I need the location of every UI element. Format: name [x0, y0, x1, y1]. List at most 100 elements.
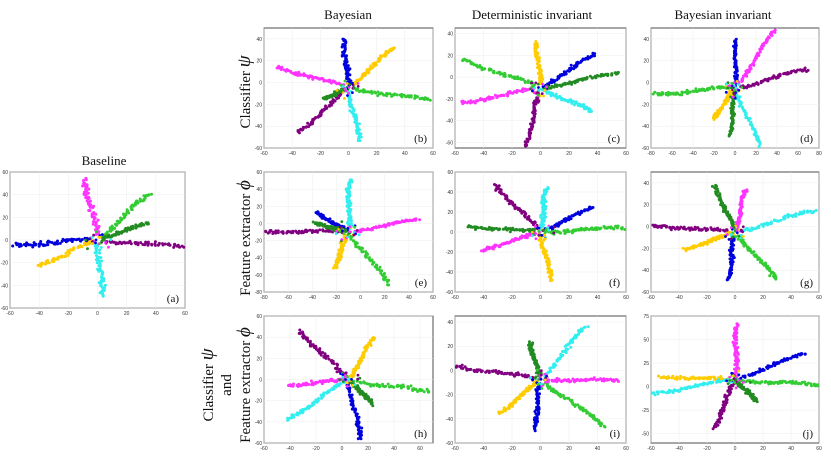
scatter-point — [96, 218, 100, 222]
scatter-point — [542, 94, 545, 98]
scatter-point — [461, 99, 465, 103]
x-tick-label: 40 — [406, 295, 412, 301]
scatter-point — [101, 279, 104, 283]
scatter-point — [521, 393, 524, 397]
x-tick-label: -40 — [675, 446, 682, 452]
scatter-point — [46, 243, 50, 247]
scatter-point — [740, 205, 744, 209]
scatter-point — [401, 383, 405, 387]
cluster-class-0 — [460, 86, 536, 106]
scatter-point — [352, 86, 356, 90]
scatter-point — [533, 227, 537, 231]
x-tick-label: 20 — [382, 295, 388, 301]
scatter-point — [297, 331, 301, 335]
scatter-point — [505, 92, 509, 96]
cluster-class-3 — [523, 90, 541, 148]
scatter-point — [730, 81, 734, 85]
scatter-point — [357, 233, 361, 237]
column-title-deterministic-invariant: Deterministic invariant — [472, 7, 593, 22]
scatter-point — [543, 237, 547, 241]
scatter-point — [515, 91, 519, 94]
scatter-point — [356, 84, 360, 88]
panel-label: (a) — [167, 293, 180, 305]
x-tick-label: 0 — [734, 446, 737, 452]
x-tick-label: -40 — [289, 151, 296, 157]
scatter-point — [91, 222, 95, 226]
x-tick-label: -20 — [508, 446, 515, 452]
cluster-class-6 — [545, 70, 620, 90]
scatter-point — [176, 244, 180, 248]
scatter-point — [756, 82, 760, 86]
scatter-point — [552, 225, 556, 229]
x-tick-label: -40 — [480, 151, 487, 157]
scatter-point — [753, 128, 757, 132]
x-tick-label: -20 — [508, 295, 515, 301]
scatter-point — [546, 379, 550, 383]
scatter-point — [526, 215, 530, 219]
scatter-point — [531, 234, 534, 238]
scatter-point — [347, 91, 350, 95]
y-tick-label: 0 — [259, 378, 262, 384]
y-tick-label: -40 — [642, 268, 649, 274]
scatter-point — [490, 369, 494, 373]
scatter-point — [385, 91, 389, 95]
scatter-point — [370, 91, 374, 95]
scatter-point — [576, 210, 580, 214]
scatter-point — [542, 229, 545, 232]
scatter-point — [802, 210, 806, 214]
scatter-point — [518, 235, 522, 239]
scatter-point — [773, 28, 777, 32]
scatter-point — [101, 233, 104, 236]
scatter-point — [540, 74, 544, 78]
scatter-point — [359, 89, 363, 93]
scatter-point — [729, 237, 733, 241]
scatter-point — [530, 81, 533, 85]
scatter-point — [596, 378, 600, 381]
scatter-point — [101, 294, 105, 298]
scatter-point — [554, 92, 558, 96]
row-label-feature-extractor-2: Feature extractor ϕ — [234, 327, 255, 443]
scatter-point — [527, 128, 531, 132]
scatter-point — [172, 245, 176, 249]
scatter-point — [360, 250, 364, 254]
scatter-point — [519, 76, 522, 80]
scatter-point — [369, 258, 373, 262]
scatter-point — [182, 245, 186, 249]
scatter-point — [335, 366, 339, 370]
scatter-point — [276, 231, 280, 235]
scatter-point — [536, 368, 539, 372]
scatter-point — [543, 372, 547, 376]
scatter-point — [495, 71, 499, 75]
x-tick-label: 60 — [623, 151, 629, 157]
scatter-point — [741, 225, 745, 229]
scatter-point — [105, 230, 109, 234]
scatter-point — [354, 243, 358, 247]
scatter-point — [318, 111, 322, 115]
scatter-point — [355, 88, 359, 92]
scatter-point — [313, 116, 317, 120]
scatter-point — [610, 72, 614, 76]
scatter-point — [129, 242, 133, 246]
scatter-point — [280, 230, 284, 234]
scatter-point — [358, 392, 362, 396]
scatter-point — [737, 88, 741, 92]
y-tick-label: -20 — [642, 246, 649, 252]
scatter-point — [728, 84, 731, 88]
scatter-point — [723, 100, 727, 104]
scatter-point — [308, 228, 312, 232]
scatter-point — [64, 251, 68, 255]
x-tick-label: 20 — [566, 446, 572, 452]
scatter-point — [353, 113, 356, 116]
x-tick-label: 0 — [734, 295, 737, 301]
scatter-point — [756, 51, 760, 55]
scatter-point — [604, 226, 608, 230]
scatter-point — [352, 233, 356, 237]
scatter-point — [387, 51, 390, 55]
scatter-point — [351, 81, 354, 85]
y-tick-label: 20 — [447, 210, 453, 216]
scatter-point — [463, 365, 467, 369]
scatter-point — [709, 226, 713, 230]
scatter-point — [558, 392, 562, 396]
scatter-point — [11, 244, 15, 248]
